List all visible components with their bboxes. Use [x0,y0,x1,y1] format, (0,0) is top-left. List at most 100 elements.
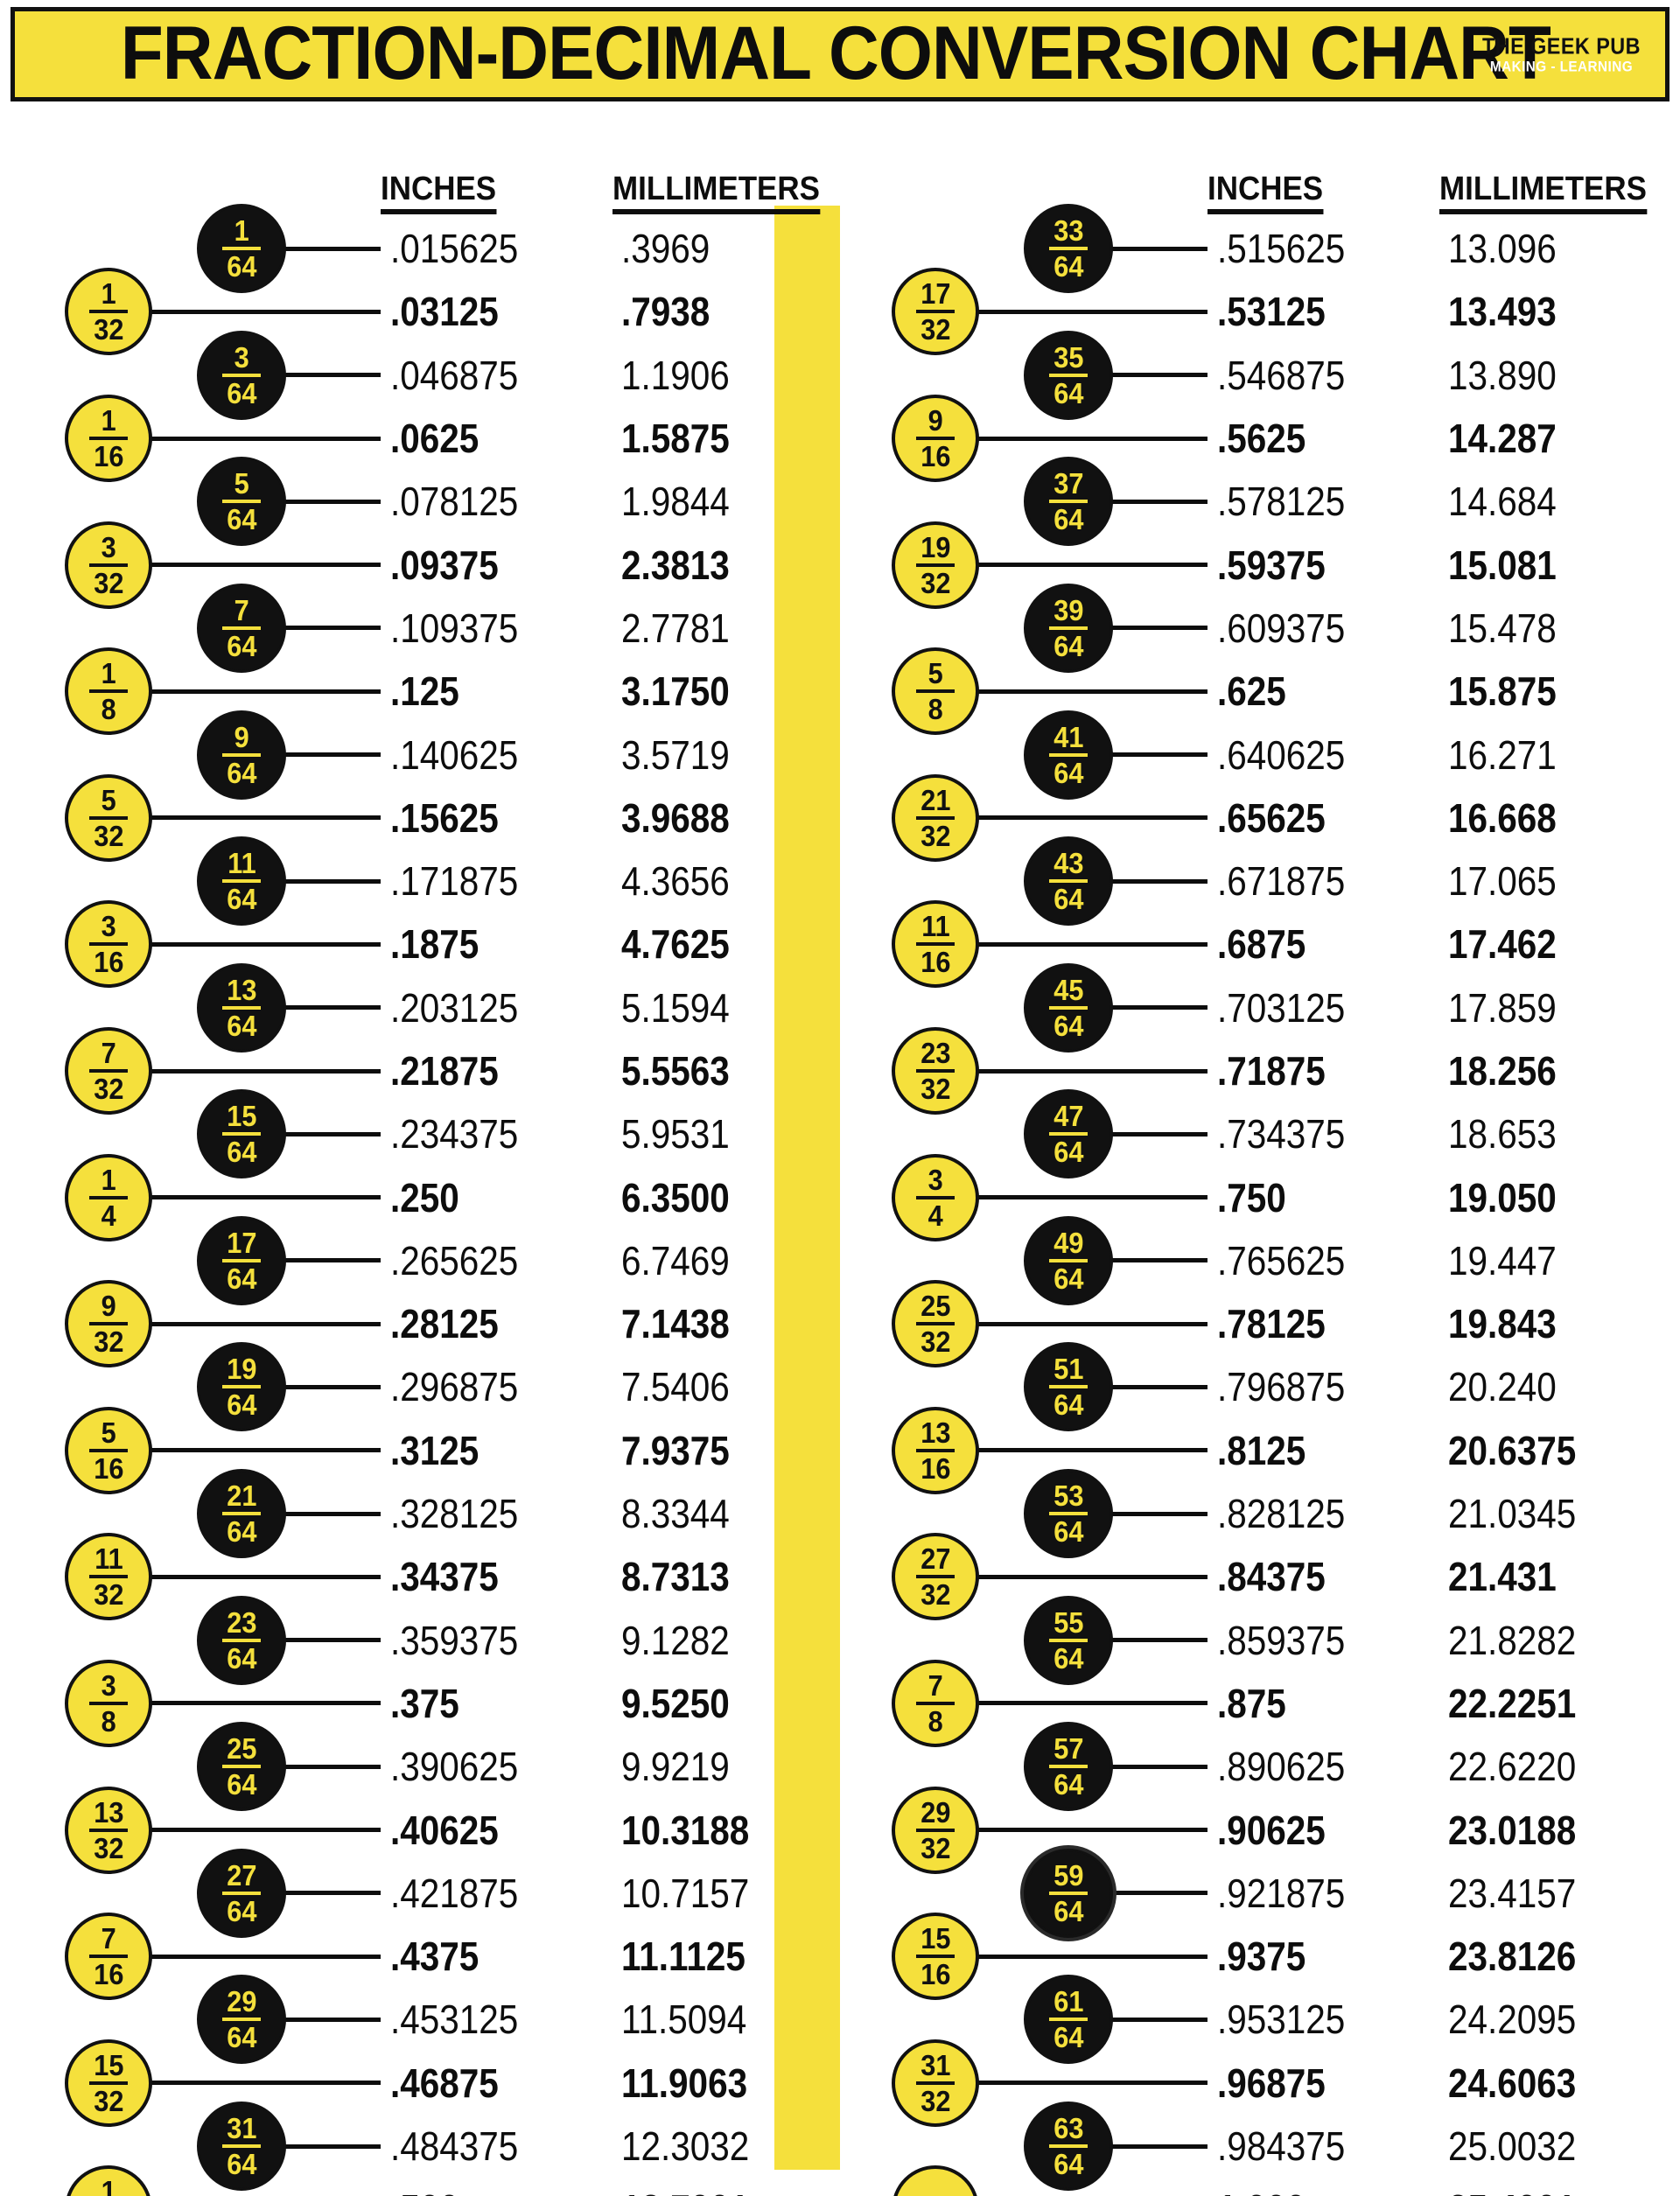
leader-line [150,1068,381,1074]
fraction-bar [1049,1765,1088,1769]
fraction-bar [1049,247,1088,251]
right-millimeters-header: MILLIMETERS [1439,171,1647,214]
fraction-bubble-simplified: 21 32 [892,773,979,862]
fraction-bubble-simplified: 9 32 [65,1280,152,1368]
fraction-numerator: 55 [1053,1605,1084,1639]
millimeters-value: 2.3813 [621,542,730,588]
fraction-bubble-64th: 7 64 [197,583,286,673]
fraction-bubble-64th: 61 64 [1024,1975,1113,2065]
fraction-numerator: 11 [920,910,950,943]
fraction-denominator: 8 [101,1704,116,1738]
millimeters-value: 9.1282 [621,1617,730,1663]
inches-value: .03125 [390,289,499,335]
table-row: 13 64 .203125 5.1594 [18,962,770,1053]
inches-value: .40625 [390,1807,499,1853]
inches-value: .703125 [1217,984,1346,1031]
fraction-bar [89,942,128,947]
fraction-bubble-64th: 51 64 [1024,1342,1113,1432]
inches-value: .90625 [1217,1807,1326,1853]
leader-line [284,1258,381,1263]
table-row: 5 64 .078125 1.9844 [18,457,770,547]
fraction-bar [1049,500,1088,504]
table-row: 9 64 .140625 3.5719 [18,710,770,800]
inches-value: .28125 [390,1301,499,1347]
fraction-denominator: 32 [920,566,951,599]
fraction-bar [916,942,955,947]
table-row: 1 4 .250 6.3500 [18,1153,770,1241]
leader-line [150,1195,381,1200]
leader-line [150,1448,381,1453]
fraction-denominator: 64 [226,250,257,283]
millimeters-value: 20.6375 [1448,1427,1577,1473]
inches-value: .78125 [1217,1301,1326,1347]
fraction-bar [222,1258,261,1262]
fraction-denominator: 16 [93,440,124,473]
fraction-denominator: 64 [226,2021,257,2054]
fraction-denominator: 32 [920,1325,951,1359]
millimeters-value: 23.8126 [1448,1934,1577,1980]
fraction-numerator: 13 [93,1795,124,1829]
fraction-numerator: 23 [226,1605,257,1639]
leader-line [1111,1891,1208,1896]
leader-line [1111,626,1208,631]
fraction-numerator: 11 [227,847,256,880]
inches-value: .453125 [390,1997,519,2043]
fraction-bubble-simplified: 13 16 [892,1406,979,1494]
table-row: 31 32 .96875 24.6063 [844,2039,1597,2127]
fraction-numerator: 29 [226,1985,257,2018]
millimeters-value: 23.0188 [1448,1807,1577,1853]
leader-line [150,1828,381,1833]
fraction-bar [89,310,128,314]
fraction-denominator: 32 [93,1578,124,1612]
fraction-denominator: 32 [93,819,124,852]
table-row: 9 32 .28125 7.1438 [18,1280,770,1368]
fraction-denominator: 64 [226,756,257,789]
millimeters-value: 21.431 [1448,1554,1557,1600]
table-row: 47 64 .734375 18.653 [844,1089,1597,1179]
table-row: 37 64 .578125 14.684 [844,457,1597,547]
fraction-denominator: 64 [226,1894,257,1927]
table-row: 29 64 .453125 11.5094 [18,1975,770,2065]
fraction-numerator: 1 [927,2193,944,2196]
fraction-numerator: 37 [1053,467,1084,500]
inches-value: .015625 [390,226,519,272]
inches-value: .765625 [1217,1237,1346,1283]
fraction-numerator: 45 [1053,973,1084,1006]
fraction-numerator: 27 [226,1858,257,1892]
fraction-denominator: 64 [1053,1262,1084,1295]
right-inches-header: INCHES [1208,171,1324,214]
table-row: 15 32 .46875 11.9063 [18,2039,770,2127]
fraction-bar [1049,2018,1088,2022]
fraction-bubble-64th: 19 64 [197,1342,286,1432]
fraction-denominator: 64 [1053,376,1084,409]
fraction-bubble-64th: 3 64 [197,330,286,420]
inches-value: .921875 [1217,1870,1346,1916]
inches-value: .0625 [390,416,480,462]
millimeters-value: 7.9375 [621,1427,730,1473]
fraction-denominator: 64 [226,1515,257,1549]
table-row: 1 1.000 25.4001 [844,2165,1597,2196]
millimeters-value: 1.5875 [621,416,730,462]
fraction-bubble-64th: 5 64 [197,457,286,547]
left-millimeters-header: MILLIMETERS [612,171,820,214]
millimeters-value: 18.653 [1448,1111,1557,1157]
fraction-numerator: 1 [101,277,116,311]
fraction-denominator: 64 [1053,1136,1084,1169]
fraction-bar [1049,1005,1088,1010]
inches-value: .125 [390,668,459,715]
inches-value: .171875 [390,858,519,905]
table-row: 1 64 .015625 .3969 [18,204,770,294]
fraction-bubble-64th: 15 64 [197,1089,286,1179]
leader-line [1111,1384,1208,1389]
fraction-bar [222,500,261,504]
fraction-bubble-simplified: 29 32 [892,1786,979,1874]
fraction-numerator: 9 [101,1290,116,1323]
right-conversion-panel: INCHES MILLIMETERS 33 64.515625 13.096 17 32… [844,149,1647,2196]
fraction-bubble-simplified: 5 32 [65,773,152,862]
millimeters-value: 15.478 [1448,605,1557,651]
fraction-numerator: 3 [234,340,249,374]
fraction-numerator: 31 [920,2048,951,2081]
millimeters-value: 6.7469 [621,1237,730,1283]
fraction-bubble-simplified: 25 32 [892,1280,979,1368]
